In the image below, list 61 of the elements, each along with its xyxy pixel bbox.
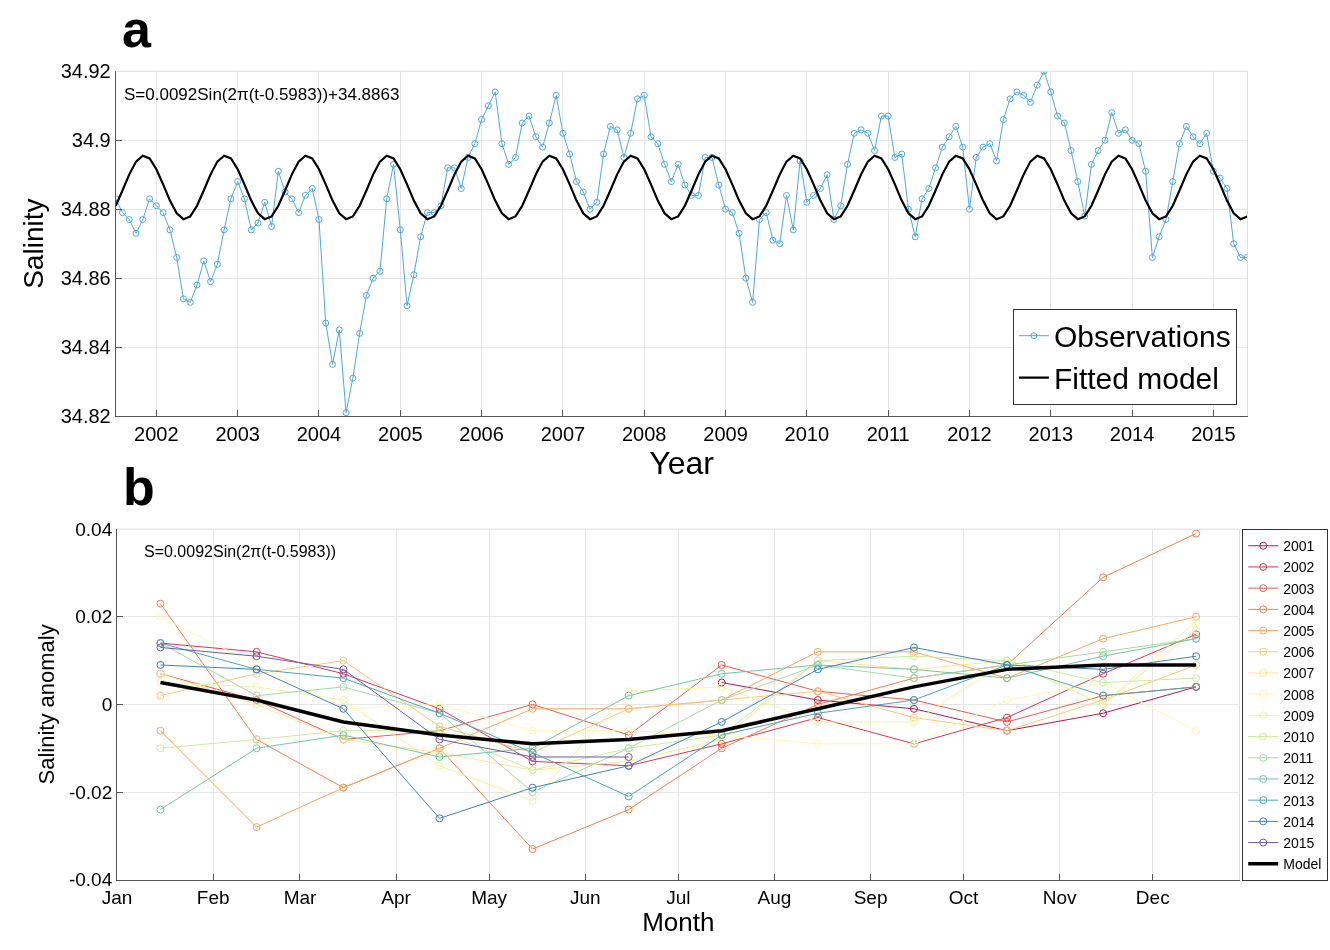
y-tick-label: 34.84 bbox=[60, 336, 111, 359]
x-tick-label: 2011 bbox=[866, 423, 910, 446]
x-tick-label: 2010 bbox=[784, 423, 830, 446]
annotation: S=0.0092Sin(2π(t-0.5983)) bbox=[144, 543, 337, 560]
x-tick-label: 2015 bbox=[1191, 423, 1236, 446]
legend-label: 2013 bbox=[1283, 792, 1315, 809]
y-tick-label: 34.9 bbox=[71, 129, 111, 152]
y-tick-label: 34.92 bbox=[60, 60, 111, 83]
x-tick-label: 2006 bbox=[459, 423, 504, 446]
legend-label: 2008 bbox=[1283, 686, 1315, 703]
x-tick-label: Aug bbox=[757, 886, 792, 908]
legend-label: Observations bbox=[1053, 320, 1231, 354]
y-axis-title: Salinity bbox=[18, 198, 50, 289]
y-tick-label: 0 bbox=[101, 694, 113, 716]
legend-label: Fitted model bbox=[1053, 362, 1219, 396]
x-tick-label: 2014 bbox=[1109, 423, 1155, 446]
x-tick-label: Jun bbox=[569, 886, 601, 908]
legend-label: 2005 bbox=[1283, 623, 1315, 640]
x-tick-label: Feb bbox=[196, 886, 230, 908]
legend-label: 2004 bbox=[1283, 601, 1315, 618]
x-tick-label: 2009 bbox=[703, 423, 748, 446]
x-axis-title: Year bbox=[649, 445, 715, 482]
y-tick-label: 34.88 bbox=[60, 198, 111, 221]
legend-label: 2003 bbox=[1283, 580, 1315, 597]
legend-label: 2002 bbox=[1283, 559, 1315, 576]
text: a bbox=[122, 0, 152, 58]
x-tick-label: 2008 bbox=[621, 423, 667, 446]
annotation: S=0.0092Sin(2π(t-0.5983))+34.8863 bbox=[124, 85, 400, 104]
x-tick-label: Oct bbox=[948, 886, 980, 908]
x-tick-label: 2007 bbox=[540, 423, 586, 446]
legend-label: 2009 bbox=[1283, 707, 1315, 724]
y-axis-title: Salinity anomaly bbox=[33, 624, 59, 785]
x-axis-title: Month bbox=[642, 907, 715, 938]
x-tick-label: Dec bbox=[1135, 886, 1170, 908]
legend-label: 2015 bbox=[1283, 835, 1315, 852]
legend-label: 2001 bbox=[1283, 538, 1315, 555]
y-tick-label: 0.04 bbox=[75, 518, 113, 540]
x-tick-label: 2004 bbox=[296, 423, 342, 446]
x-tick-label: Nov bbox=[1042, 886, 1078, 908]
x-tick-label: 2005 bbox=[378, 423, 423, 446]
legend-label: 2006 bbox=[1283, 644, 1315, 661]
y-tick-label: -0.02 bbox=[68, 781, 113, 803]
x-tick-label: Sep bbox=[853, 886, 888, 908]
x-tick-label: Mar bbox=[283, 886, 318, 908]
x-tick-label: Apr bbox=[381, 886, 412, 908]
text: b bbox=[123, 458, 155, 516]
legend-label: 2011 bbox=[1283, 750, 1314, 767]
legend-label: 2012 bbox=[1283, 771, 1315, 788]
x-tick-label: 2012 bbox=[947, 423, 992, 446]
y-tick-label: 34.82 bbox=[60, 405, 111, 428]
x-tick-label: Jul bbox=[666, 886, 691, 908]
legend-label: 2014 bbox=[1283, 813, 1315, 830]
y-tick-label: 34.86 bbox=[60, 267, 111, 290]
y-tick-label: 0.02 bbox=[75, 606, 113, 628]
legend-label: Model bbox=[1283, 856, 1322, 873]
legend-label: 2010 bbox=[1283, 729, 1315, 746]
x-tick-label: 2013 bbox=[1028, 423, 1074, 446]
x-tick-label: May bbox=[471, 886, 508, 908]
legend-label: 2007 bbox=[1283, 665, 1315, 682]
x-tick-label: 2003 bbox=[215, 423, 260, 446]
x-tick-label: 2002 bbox=[134, 423, 179, 446]
